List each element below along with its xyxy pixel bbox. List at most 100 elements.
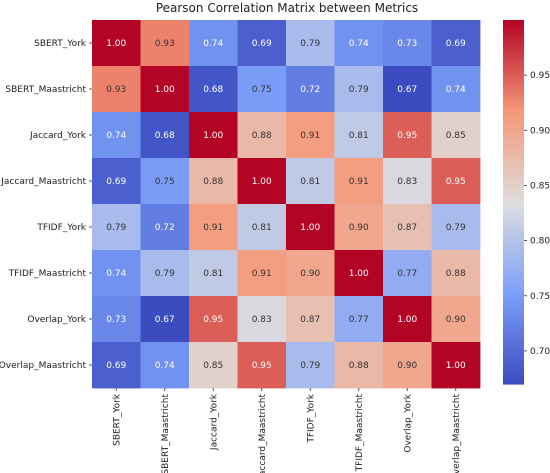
colorbar-segment	[503, 311, 524, 315]
cell-value-label: 0.88	[203, 177, 223, 187]
heatmap-cell	[286, 112, 335, 159]
colorbar-segment	[503, 123, 524, 127]
colorbar-segment	[503, 71, 524, 76]
cell-value-label: 0.83	[252, 315, 272, 325]
cell-value-label: 0.68	[155, 131, 175, 141]
row-label: Jaccard_York	[29, 131, 87, 141]
colorbar-segment	[503, 241, 524, 246]
colorbar-segment	[503, 280, 524, 285]
heatmap-cell	[431, 342, 481, 389]
colorbar-segment	[503, 198, 524, 203]
heatmap-cell	[189, 342, 238, 389]
cell-value-label: 0.67	[155, 315, 175, 325]
column-label: Overlap_Maastricht	[452, 394, 462, 473]
colorbar-segment	[503, 214, 524, 218]
heatmap-cell	[431, 158, 481, 205]
cell-value-label: 0.79	[155, 269, 175, 279]
cell-value-label: 0.69	[252, 39, 272, 49]
colorbar-segment	[503, 256, 524, 261]
heatmap-cell	[237, 20, 287, 67]
colorbar-segment	[503, 41, 524, 45]
colorbar-segment	[503, 238, 524, 243]
colorbar-segment	[503, 250, 524, 255]
heatmap-cell	[92, 296, 141, 343]
heatmap-cell	[286, 20, 335, 67]
colorbar-segment	[503, 59, 524, 64]
colorbar-segment	[503, 371, 524, 376]
colorbar-segment	[503, 26, 524, 30]
chart-title: Pearson Correlation Matrix between Metri…	[156, 1, 418, 15]
colorbar-segment	[503, 335, 524, 340]
heatmap-cell	[237, 112, 287, 159]
row-label: TFIDF_Maastricht	[8, 269, 87, 279]
column-label: Overlap_York	[403, 393, 413, 452]
colorbar-segment	[503, 332, 524, 337]
heatmap-cell	[189, 66, 238, 113]
cell-value-label: 0.88	[349, 361, 369, 371]
colorbar-tick-label: 0.95	[530, 71, 550, 81]
colorbar-segment	[503, 374, 524, 379]
cell-value-label: 0.75	[155, 177, 175, 187]
colorbar-segment	[503, 89, 524, 94]
colorbar-segment	[503, 283, 524, 288]
cell-value-label: 0.90	[349, 223, 369, 233]
colorbar-tick-label: 0.80	[530, 237, 550, 247]
colorbar-segment	[503, 47, 524, 51]
colorbar-segment	[503, 65, 524, 70]
colorbar-segment	[503, 353, 524, 358]
heatmap-cells: 1.00 0.93 0.74 0.69 0.79 0.74 0.73 0.69 0.93 1.00…	[92, 20, 481, 389]
colorbar-segment	[503, 68, 524, 73]
colorbar-segment	[503, 320, 524, 324]
column-label: Jaccard_Maastricht	[258, 394, 268, 473]
colorbar-segment	[503, 244, 524, 249]
heatmap-cell	[431, 296, 481, 343]
row-label: SBERT_Maastricht	[5, 85, 86, 95]
cell-value-label: 0.72	[300, 85, 320, 95]
colorbar-segment	[503, 274, 524, 279]
colorbar-segment	[503, 377, 524, 382]
colorbar-segment	[503, 92, 524, 97]
heatmap-cell	[431, 204, 481, 251]
colorbar-segment	[503, 344, 524, 349]
cell-value-label: 0.79	[106, 223, 126, 233]
heatmap-cell	[383, 20, 432, 67]
cell-value-label: 0.72	[155, 223, 175, 233]
heatmap-cell	[431, 250, 481, 297]
colorbar-segment	[503, 308, 524, 312]
cell-value-label: 0.91	[349, 177, 369, 187]
heatmap-cell	[92, 66, 141, 113]
colorbar-segment	[503, 302, 524, 306]
colorbar-segment	[503, 189, 524, 194]
colorbar-segment	[503, 365, 524, 370]
heatmap-cell	[431, 20, 481, 67]
cell-value-label: 0.74	[155, 361, 175, 371]
colorbar-segment	[503, 220, 524, 224]
colorbar-segment	[503, 259, 524, 264]
colorbar-segment	[503, 23, 524, 27]
heatmap-cell	[140, 342, 190, 389]
heatmap-cell	[286, 204, 335, 251]
cell-value-label: 0.74	[349, 39, 369, 49]
cell-value-label: 0.85	[446, 131, 466, 141]
heatmap-cell	[334, 158, 384, 205]
column-label: TFIDF_York	[306, 393, 316, 443]
heatmap-cell	[189, 296, 238, 343]
heatmap-cell	[92, 112, 141, 159]
cell-value-label: 0.79	[446, 223, 466, 233]
cell-value-label: 0.74	[106, 131, 126, 141]
heatmap-cell	[431, 112, 481, 159]
colorbar-segment	[503, 183, 524, 188]
colorbar-segment	[503, 195, 524, 200]
heatmap-cell	[286, 342, 335, 389]
cell-value-label: 0.83	[397, 177, 417, 187]
heatmap-cell	[92, 204, 141, 251]
colorbar-segment	[503, 208, 524, 212]
cell-value-label: 0.87	[300, 315, 320, 325]
colorbar-segment	[503, 126, 524, 130]
colorbar-segment	[503, 296, 524, 300]
row-label: TFIDF_York	[36, 223, 86, 233]
colorbar-segment	[503, 50, 524, 54]
row-label: Overlap_York	[27, 315, 86, 325]
heatmap-cell	[237, 158, 287, 205]
heatmap-cell	[140, 112, 190, 159]
